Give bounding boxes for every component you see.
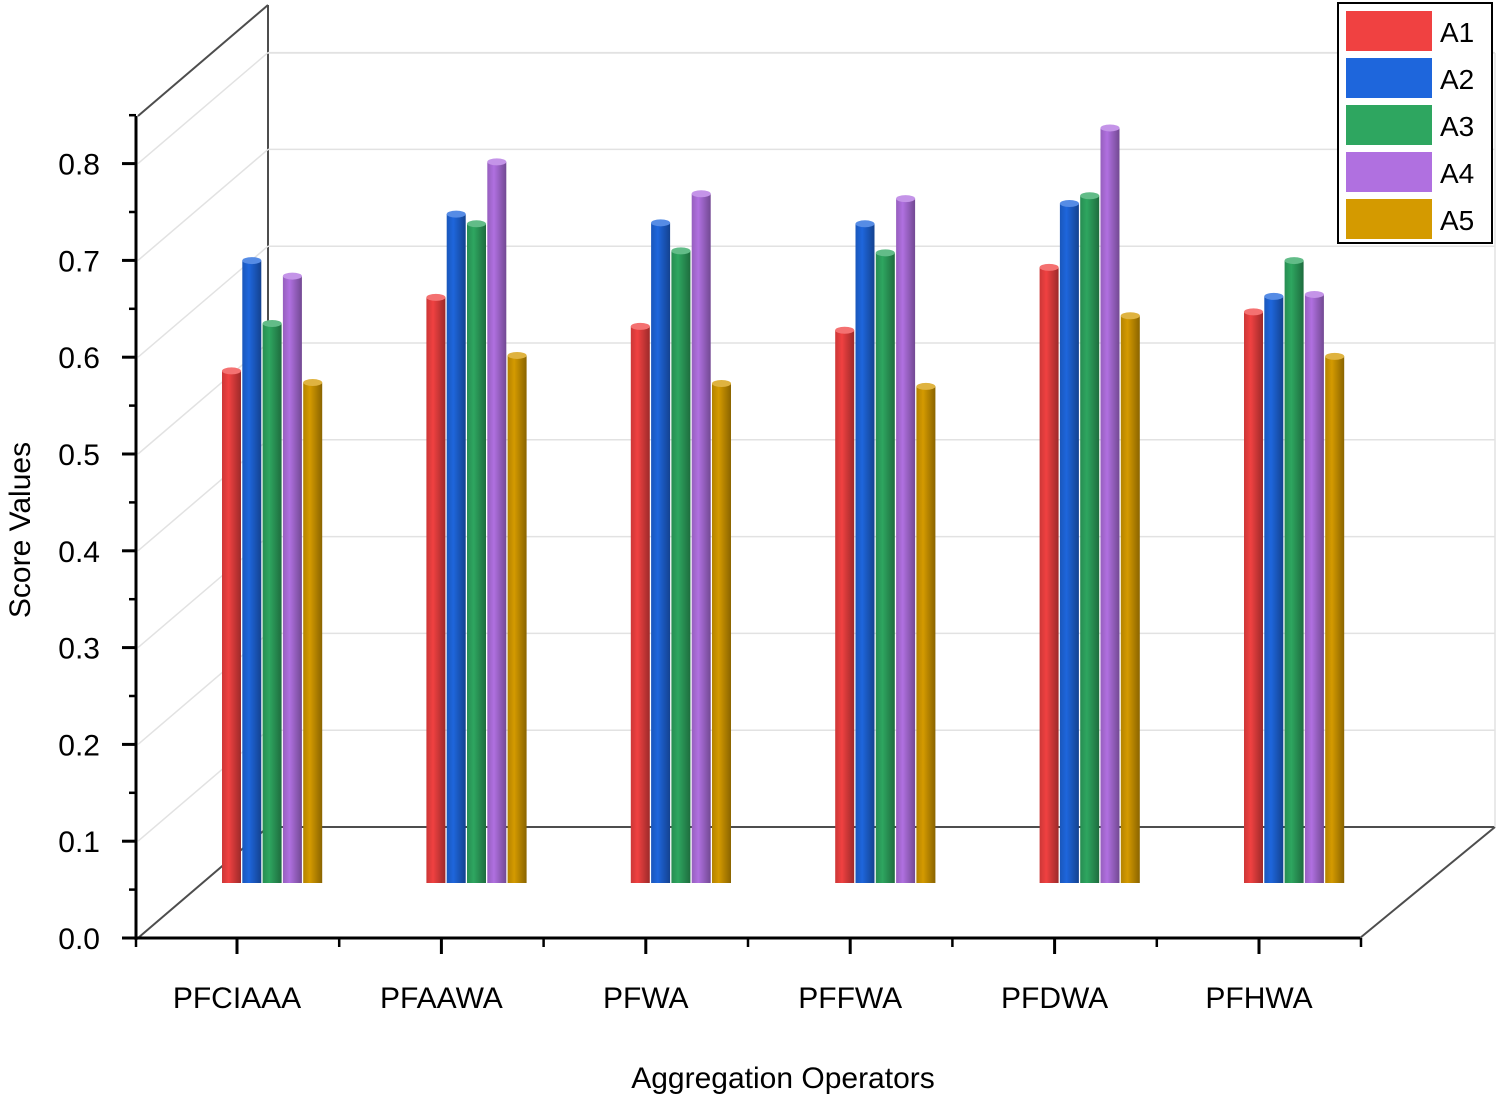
legend-swatch-a3: [1346, 105, 1432, 145]
bar-a5-pffwa: [916, 386, 936, 883]
y-tick-label: 0.4: [58, 536, 100, 569]
bar-cap: [875, 249, 895, 257]
y-tick-label: 0.6: [58, 342, 100, 375]
right-floor-edge: [1359, 826, 1496, 939]
bar-a5-pfaawa: [507, 355, 527, 883]
bar-a4-pfdwa: [1100, 127, 1120, 883]
x-tick-label: PFWA: [603, 982, 689, 1015]
legend-label: A4: [1440, 158, 1474, 189]
legend-swatch-a2: [1346, 58, 1432, 98]
bar-a5-pfhwa: [1325, 356, 1345, 884]
bar-a4-pffwa: [896, 198, 916, 883]
bar-a1-pfciaaa: [222, 370, 241, 884]
bar-cap: [262, 319, 282, 327]
y-tick-label: 0.3: [58, 633, 100, 666]
x-tick-label: PFFWA: [798, 982, 902, 1015]
bar-a1-pffwa: [835, 330, 855, 884]
bar-cap: [1059, 199, 1079, 207]
x-axis-ticks: PFCIAAA PFAAWA PFWA PFFWA PFDWA PFHWA: [134, 938, 1363, 1015]
y-axis-title: Score Values: [4, 442, 37, 618]
y-tick-label: 0.0: [58, 923, 100, 956]
bar-cap: [1304, 290, 1324, 298]
bar-a3-pfdwa: [1080, 195, 1100, 884]
bar-cap: [242, 257, 262, 265]
bar-cap: [691, 190, 711, 198]
bar-a1-pfwa: [630, 326, 650, 883]
legend-label: A2: [1440, 64, 1474, 95]
bar-a3-pffwa: [875, 252, 895, 883]
bar-a4-pfaawa: [487, 161, 507, 884]
bar-a2-pfaawa: [446, 214, 466, 883]
bar-a2-pffwa: [855, 223, 875, 884]
legend-swatch-a1: [1346, 11, 1432, 51]
bar-cap: [1284, 257, 1304, 265]
legend-label: A3: [1440, 111, 1474, 142]
legend-label: A1: [1440, 17, 1474, 48]
legend-label: A5: [1440, 205, 1474, 236]
bar-a5-pfdwa: [1120, 315, 1140, 883]
bar-a2-pfdwa: [1059, 203, 1079, 884]
bar-a3-pfaawa: [467, 223, 486, 884]
bar-cap: [487, 158, 507, 166]
bar-a4-pfhwa: [1304, 294, 1324, 883]
bar-cap: [835, 326, 855, 334]
bar-a2-pfwa: [651, 222, 671, 884]
bar-cap: [671, 247, 691, 255]
x-tick-label: PFHWA: [1205, 982, 1312, 1015]
bar-a4-pfciaaa: [282, 276, 302, 884]
bar-a1-pfhwa: [1244, 311, 1263, 883]
bar-cap: [855, 220, 875, 228]
bar-a5-pfciaaa: [303, 382, 323, 883]
bar-a1-pfdwa: [1039, 267, 1059, 883]
bar-cap: [1264, 292, 1284, 300]
bar-a3-pfwa: [671, 250, 691, 883]
bar-a3-pfhwa: [1284, 260, 1304, 883]
x-tick-label: PFDWA: [1001, 982, 1108, 1015]
y-tick-label: 0.1: [58, 826, 100, 859]
bar-cap: [446, 210, 466, 218]
bar-cap: [630, 322, 650, 330]
grid-line-diagonal: [137, 148, 269, 261]
y-tick-label: 0.2: [58, 729, 100, 762]
y-axis-ticks: 0.0 0.1 0.2 0.3 0.4 0.5 0.6 0.7 0.8: [58, 113, 136, 956]
bar-cap: [651, 219, 671, 227]
bar-cap: [1080, 192, 1100, 200]
legend: A1 A2 A3 A4 A5: [1337, 2, 1493, 244]
bar-cap: [896, 195, 916, 203]
bar-cap: [1100, 124, 1120, 132]
bar-cap: [1039, 263, 1059, 271]
legend-swatch-a5: [1346, 199, 1432, 239]
bar-a2-pfhwa: [1264, 296, 1284, 884]
bar-a2-pfciaaa: [242, 260, 262, 883]
bar-cap: [712, 380, 731, 388]
bar-cap: [282, 272, 302, 280]
bar-a3-pfciaaa: [262, 323, 282, 884]
x-tick-label: PFAAWA: [380, 982, 503, 1015]
bar-cap: [467, 220, 486, 228]
bar-cap: [303, 379, 323, 387]
bar-a5-pfwa: [712, 383, 731, 883]
x-axis-title: Aggregation Operators: [631, 1062, 935, 1095]
bar-cap: [1244, 308, 1263, 316]
top-left-diagonal: [137, 4, 269, 117]
bar-cap: [1120, 312, 1140, 320]
bar-a4-pfwa: [691, 193, 711, 883]
y-tick-label: 0.5: [58, 439, 100, 472]
y-tick-label: 0.7: [58, 245, 100, 278]
bar-cap: [426, 293, 446, 301]
bar-cap: [507, 351, 527, 359]
bar-cap: [222, 367, 241, 375]
legend-swatch-a4: [1346, 152, 1432, 192]
bar-cap: [1325, 352, 1345, 360]
bar-series: [222, 124, 1345, 884]
bar-cap: [916, 382, 936, 390]
y-tick-label: 0.8: [58, 149, 100, 182]
x-tick-label: PFCIAAA: [173, 982, 301, 1015]
bar-a1-pfaawa: [426, 297, 446, 883]
grid-line-diagonal: [137, 52, 269, 165]
